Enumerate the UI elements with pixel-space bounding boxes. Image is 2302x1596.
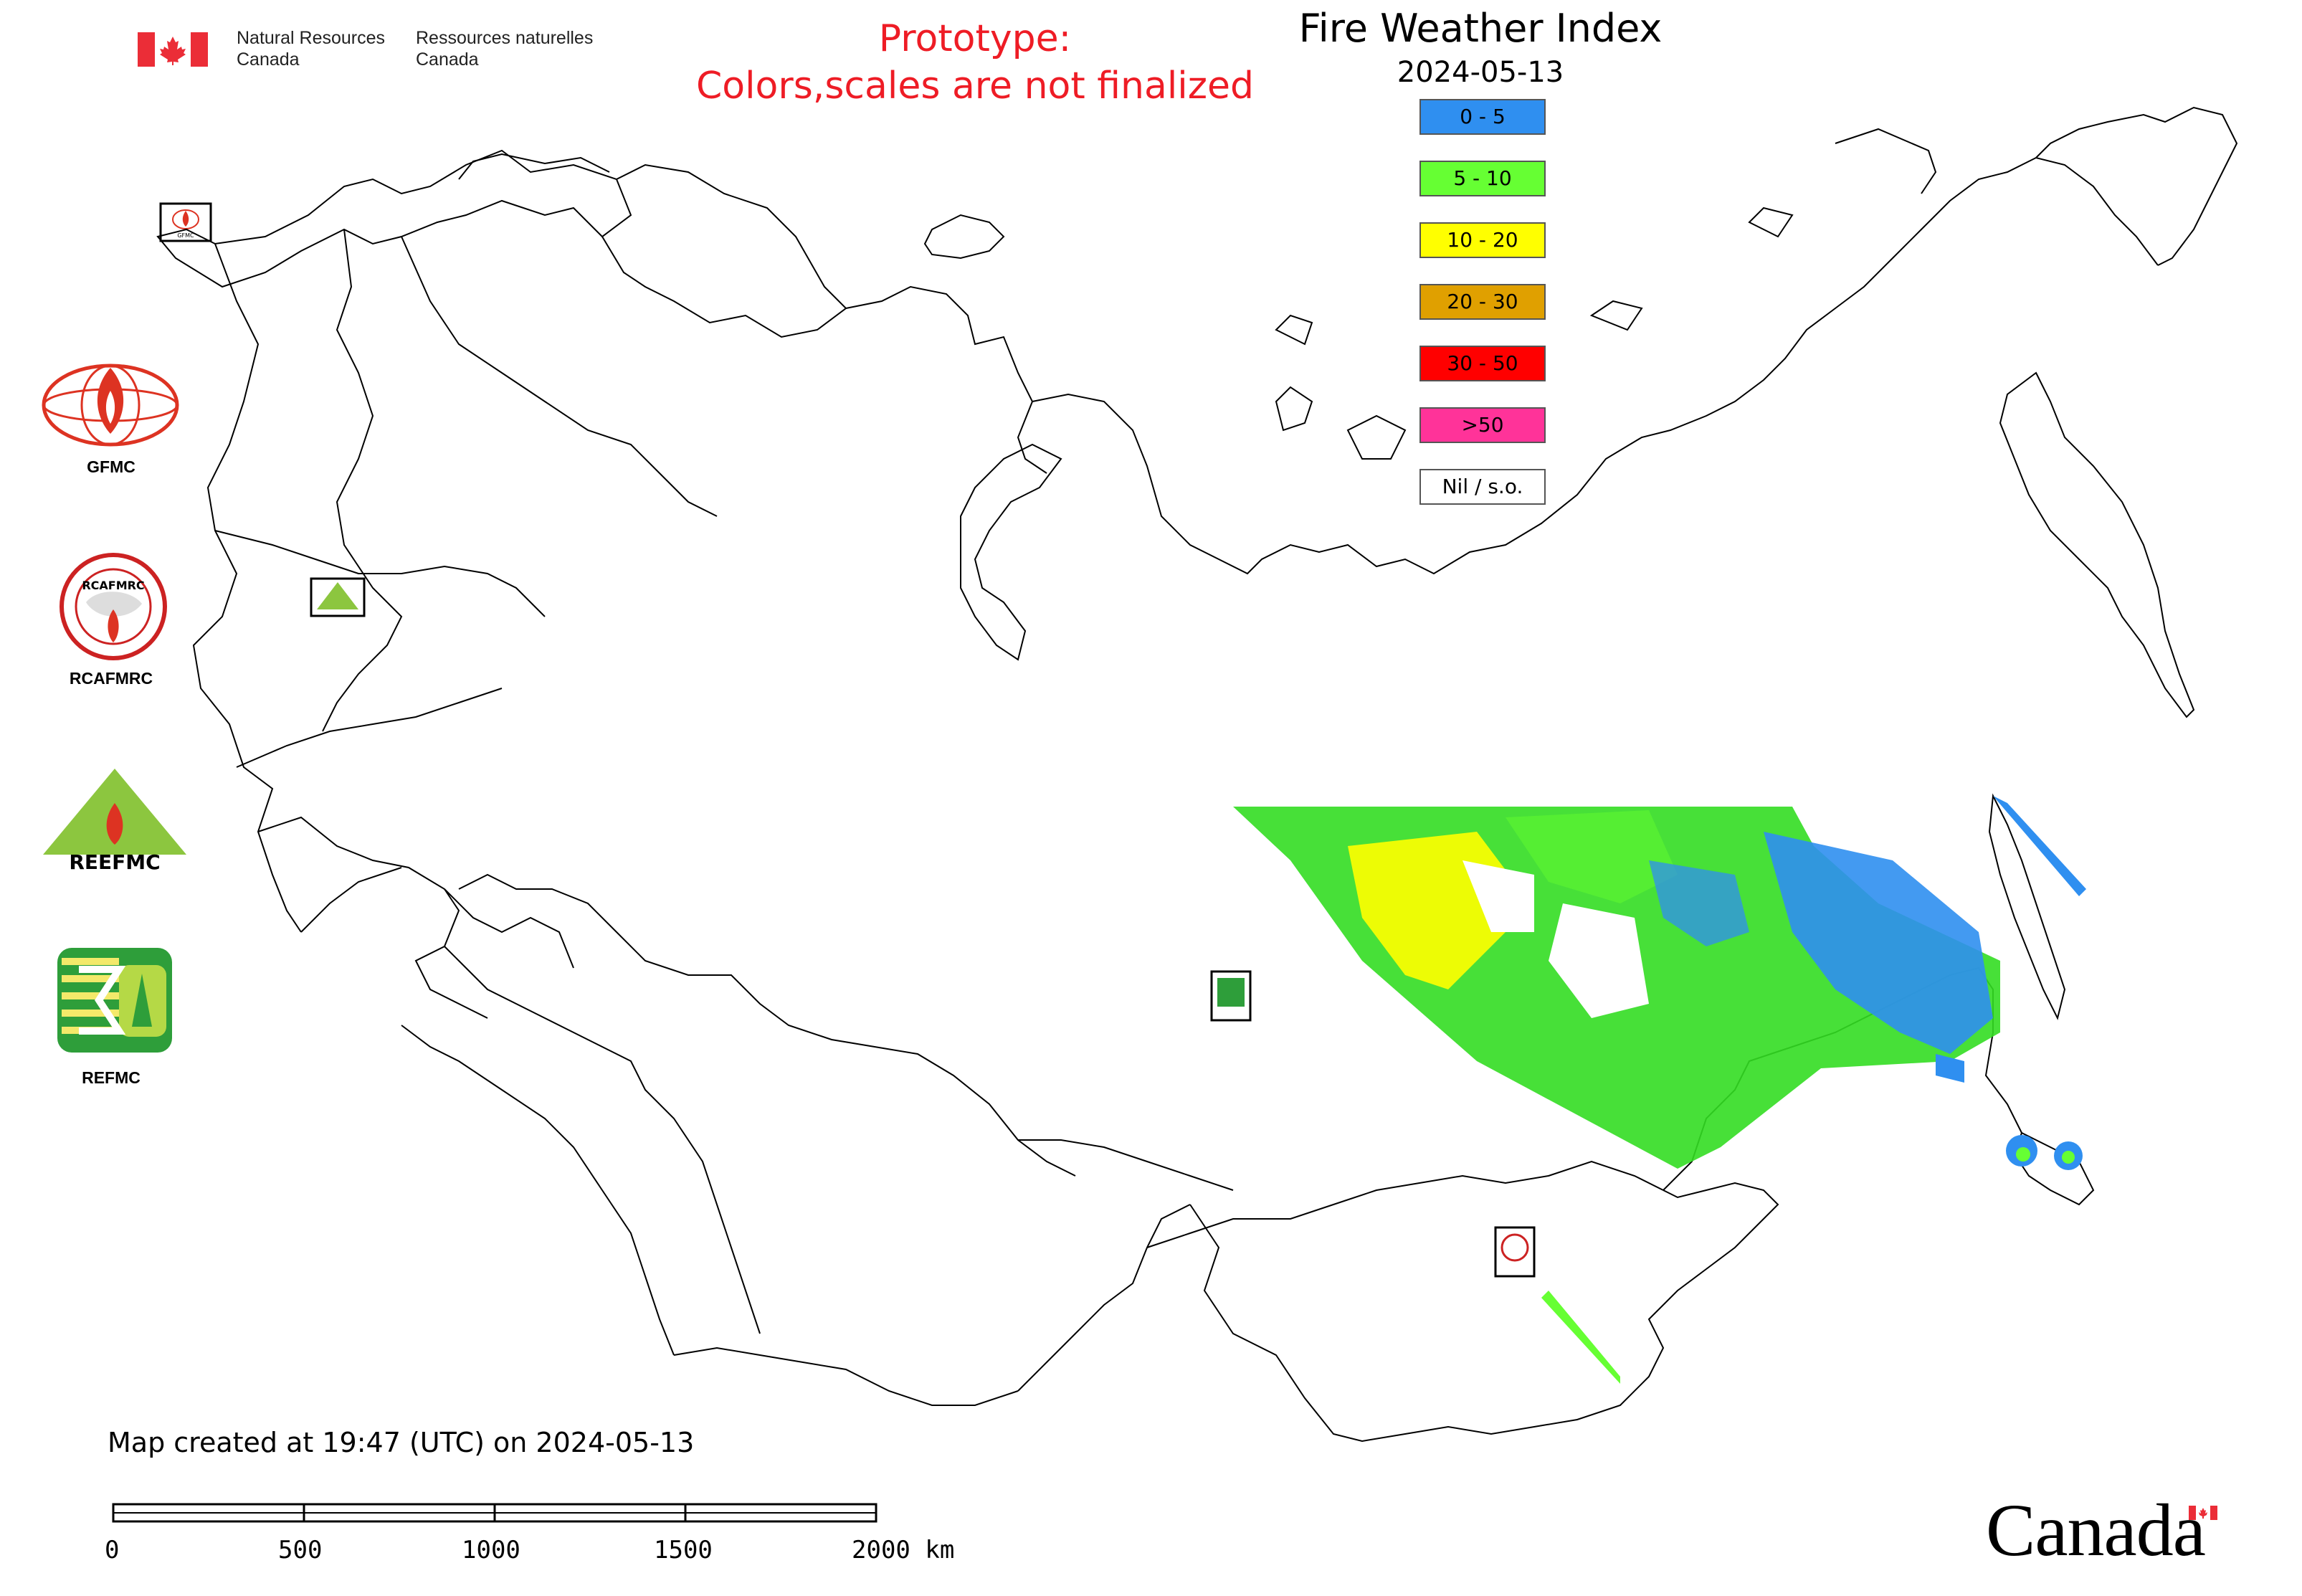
gfmc-small-logo-text: GFMC [177, 232, 194, 239]
scale-tick-0: 0 [105, 1536, 120, 1564]
legend-item-50-plus: >50 [1419, 407, 1546, 443]
reefmc-logo-text: REEFMC [69, 850, 160, 870]
scale-tick-2000: 2000 km [852, 1536, 955, 1564]
legend-item-30-50: 30 - 50 [1419, 346, 1546, 381]
reefmc-logo-icon: REEFMC [43, 769, 186, 870]
rcafmrc-logo-text: RCAFMRC [82, 579, 144, 592]
gfmc-label: GFMC [87, 457, 135, 476]
legend-item-5-10: 5 - 10 [1419, 161, 1546, 196]
scale-tick-500: 500 [278, 1536, 323, 1564]
dept-fr-line2: Canada [416, 49, 479, 70]
map-created-note: Map created at 19:47 (UTC) on 2024-05-13 [108, 1427, 695, 1458]
rcafmrc-label: RCAFMRC [69, 669, 153, 688]
legend-item-10-20: 10 - 20 [1419, 222, 1546, 258]
refmc-label: REFMC [82, 1068, 141, 1087]
map-title: Fire Weather Index [1298, 6, 1663, 51]
legend-item-nil: Nil / s.o. [1419, 469, 1546, 505]
fwi-raster [1233, 796, 2086, 1384]
rcafmrc-logo-icon: RCAFMRC [60, 553, 167, 660]
scale-tick-1500: 1500 [654, 1536, 713, 1564]
department-name-fr: Ressources naturelles Canada [416, 27, 593, 70]
scale-bar [112, 1503, 877, 1523]
country-borders [156, 106, 2238, 1443]
prototype-notice-line2: Colors,scales are not finalized [695, 65, 1255, 108]
canada-wordmark: Canada [1986, 1489, 2206, 1572]
dept-en-line1: Natural Resources [237, 28, 386, 48]
prototype-notice-line1: Prototype: [878, 17, 1072, 60]
gfmc-logo-icon [42, 364, 179, 447]
legend-item-20-30: 20 - 30 [1419, 284, 1546, 320]
legend-item-0-5: 0 - 5 [1419, 99, 1546, 135]
dept-en-line2: Canada [237, 49, 300, 70]
gfmc-small-logo-icon: GFMC [159, 202, 212, 242]
department-name-en: Natural Resources Canada [237, 27, 385, 70]
scale-tick-1000: 1000 [462, 1536, 520, 1564]
refmc-logo-icon [57, 948, 172, 1053]
dept-fr-line1: Ressources naturelles [416, 28, 594, 48]
wordmark-flag-icon [2189, 1506, 2217, 1520]
map-date: 2024-05-13 [1397, 56, 1564, 89]
canada-flag-icon [138, 32, 208, 67]
